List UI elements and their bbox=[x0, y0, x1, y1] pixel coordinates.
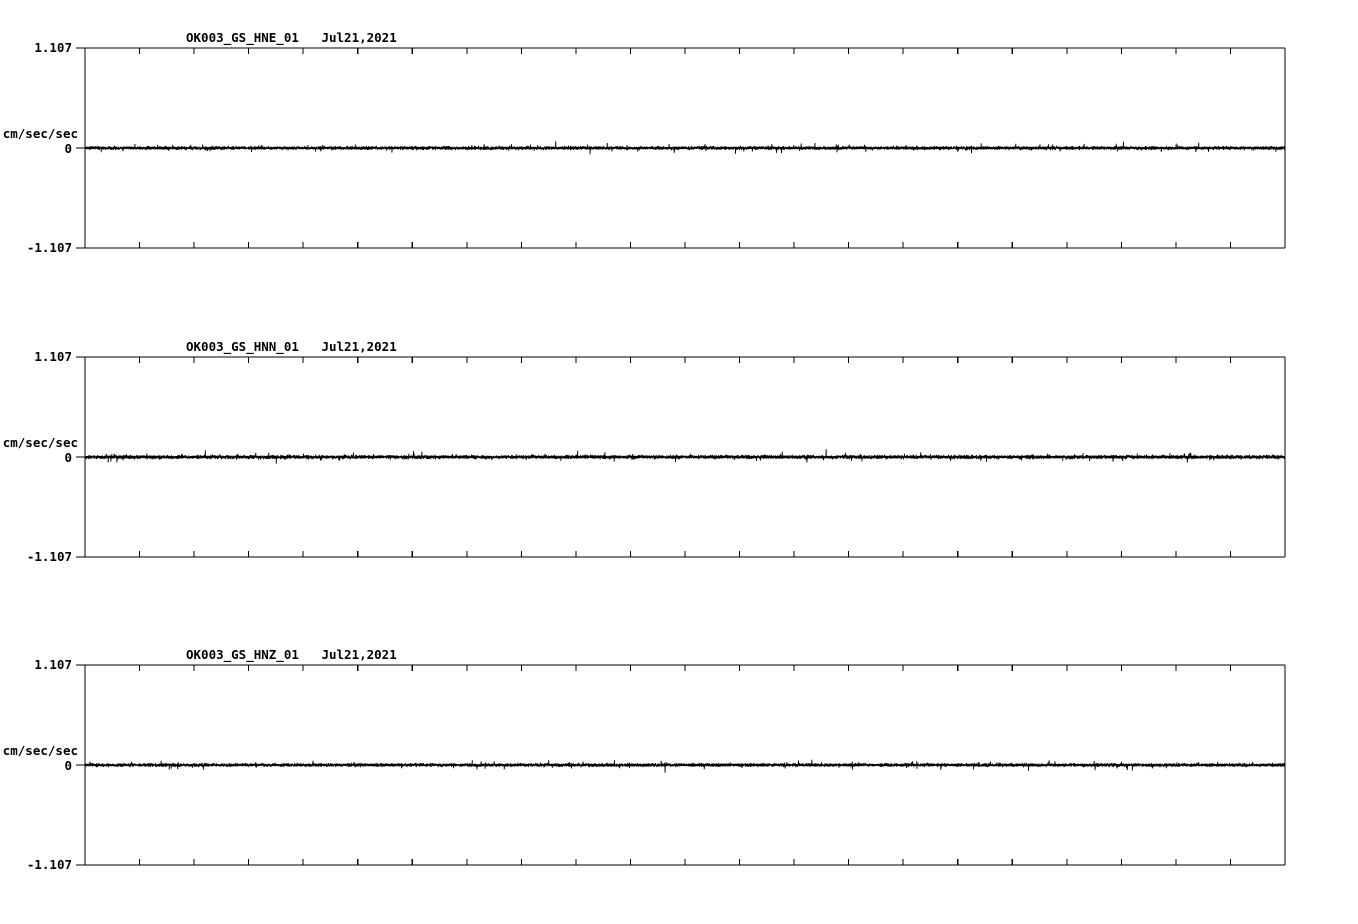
y-tick-zero-hne: 0 bbox=[64, 141, 72, 156]
y-tick-top-hnz: 1.107 bbox=[34, 657, 72, 672]
y-axis-units-label-hnz: cm/sec/sec bbox=[2, 743, 78, 758]
waveform-plot-hne bbox=[76, 47, 1286, 249]
panel-title-hne: OK003_GS_HNE_01 Jul21,2021 bbox=[186, 30, 397, 45]
y-tick-bottom-hne: -1.107 bbox=[26, 240, 72, 255]
y-tick-bottom-hnn: -1.107 bbox=[26, 549, 72, 564]
y-tick-zero-hnz: 0 bbox=[64, 758, 72, 773]
y-tick-top-hnn: 1.107 bbox=[34, 349, 72, 364]
waveform-plot-hnn bbox=[76, 356, 1286, 558]
y-axis-units-label-hne: cm/sec/sec bbox=[2, 126, 78, 141]
y-tick-bottom-hnz: -1.107 bbox=[26, 857, 72, 872]
waveform-plot-hnz bbox=[76, 664, 1286, 866]
y-tick-zero-hnn: 0 bbox=[64, 450, 72, 465]
y-axis-units-label-hnn: cm/sec/sec bbox=[2, 435, 78, 450]
panel-title-hnz: OK003_GS_HNZ_01 Jul21,2021 bbox=[186, 647, 397, 662]
panel-title-hnn: OK003_GS_HNN_01 Jul21,2021 bbox=[186, 339, 397, 354]
y-tick-top-hne: 1.107 bbox=[34, 40, 72, 55]
